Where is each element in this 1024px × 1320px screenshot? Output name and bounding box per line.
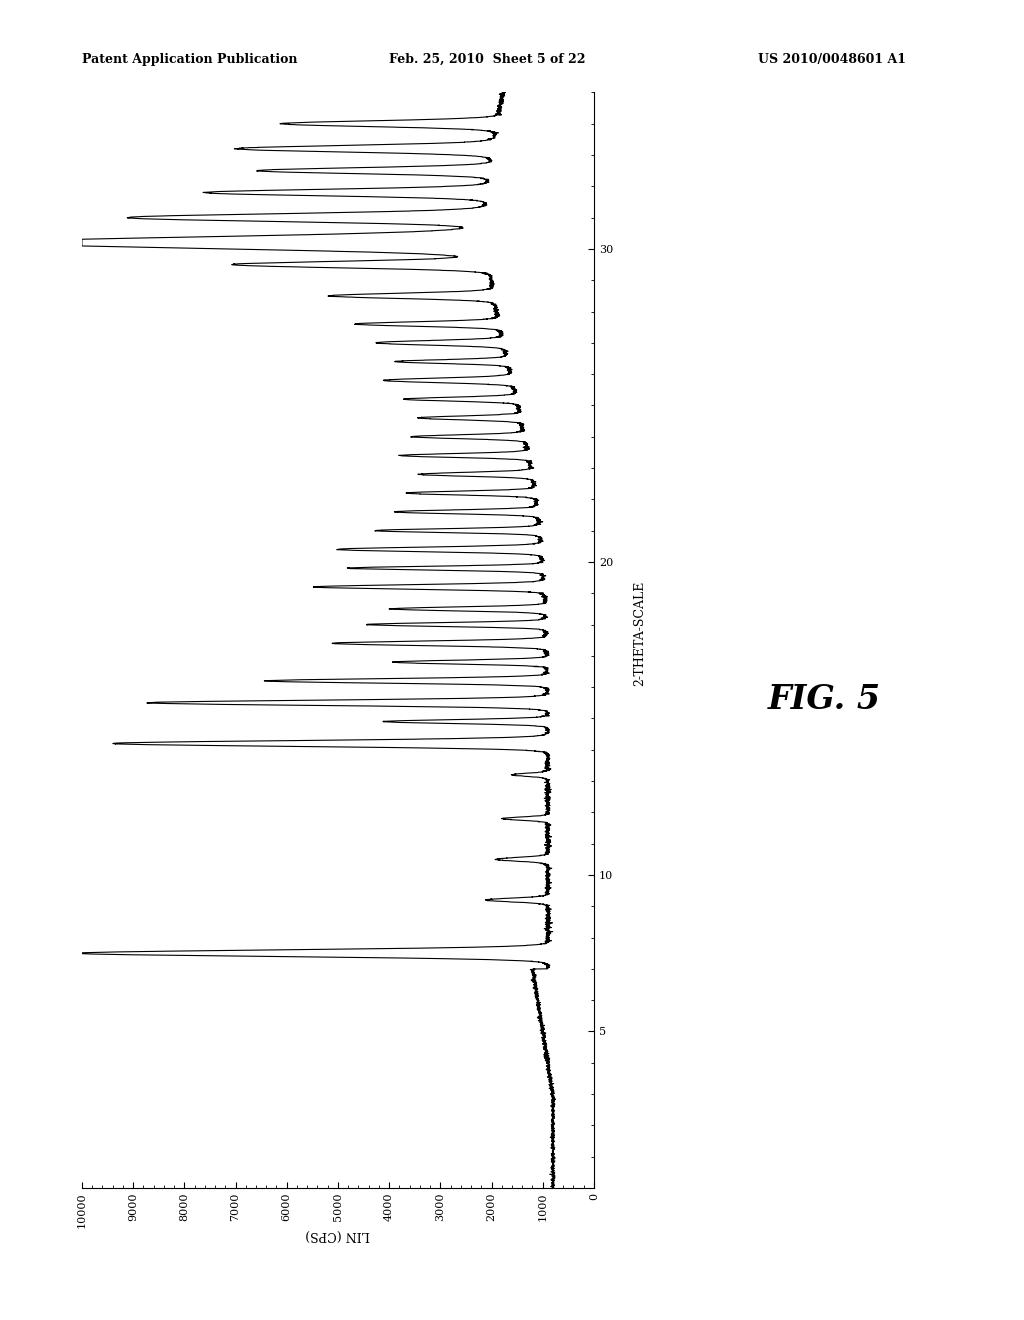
Text: 2-THETA-SCALE: 2-THETA-SCALE <box>634 581 646 686</box>
Text: Feb. 25, 2010  Sheet 5 of 22: Feb. 25, 2010 Sheet 5 of 22 <box>389 53 586 66</box>
Text: US 2010/0048601 A1: US 2010/0048601 A1 <box>758 53 906 66</box>
Text: Patent Application Publication: Patent Application Publication <box>82 53 297 66</box>
Text: FIG. 5: FIG. 5 <box>768 684 881 715</box>
Text: LIN (CPS): LIN (CPS) <box>305 1228 371 1241</box>
